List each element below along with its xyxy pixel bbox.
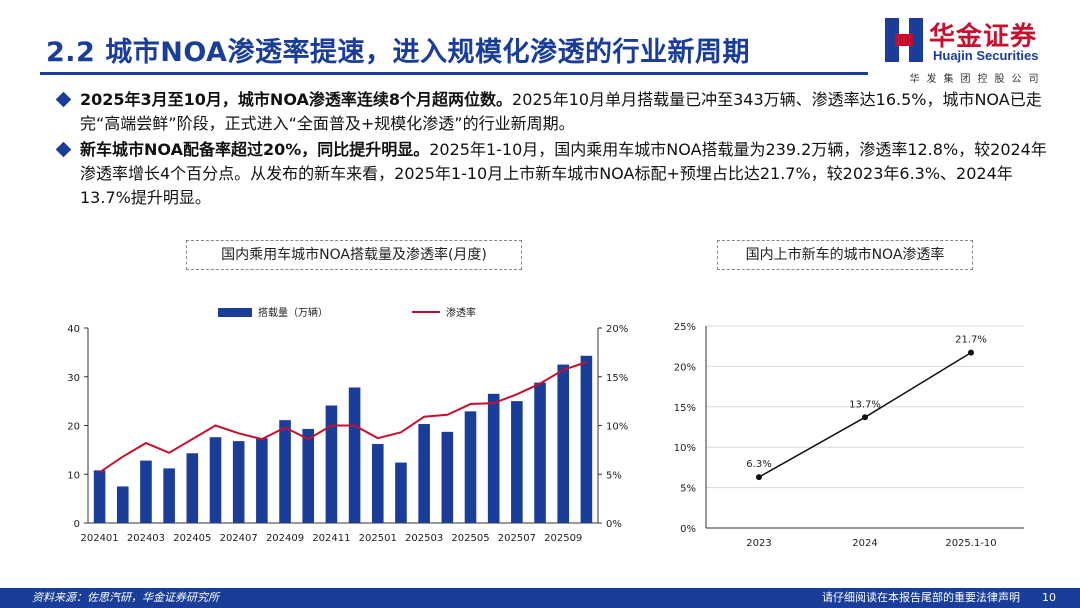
bar	[371, 444, 384, 523]
bar	[116, 486, 129, 523]
bar	[256, 438, 268, 523]
x-tick-label: 202401	[80, 533, 118, 544]
bar	[93, 470, 106, 523]
bullet-item: 新车城市NOA配备率超过20%，同比提升明显。2025年1-10月，国内乘用车城…	[55, 138, 1056, 210]
chart-title-monthly: 国内乘用车城市NOA搭载量及渗透率(月度)	[186, 240, 522, 270]
x-tick-label: 202409	[266, 533, 304, 544]
page-number: 10	[1042, 591, 1056, 604]
bar	[209, 437, 222, 523]
x-tick-label: 202411	[312, 533, 350, 544]
right-y-tick-label: 15%	[606, 373, 628, 384]
data-point	[756, 474, 762, 481]
data-label: 21.7%	[955, 335, 987, 346]
bar	[325, 405, 338, 523]
right-y-tick-label: 20%	[606, 324, 628, 335]
left-y-tick-label: 0	[74, 519, 80, 530]
newcar-noa-line-chart: 0% 5% 10% 15% 20% 25% 6.3% 2023 13.7% 2024 21.7% 20…	[674, 322, 1024, 549]
data-label: 6.3%	[746, 459, 771, 470]
bullet-text: 2025年10月单月搭载量已冲至343万辆、渗透率达16.5%，城市NOA已走完…	[80, 90, 1042, 133]
x-tick-label: 202509	[544, 533, 582, 544]
diamond-bullet-icon	[55, 141, 72, 158]
legend-line-label: 渗透率	[446, 306, 476, 319]
bar	[487, 393, 500, 523]
x-tick-label: 2025.1-10	[945, 538, 996, 549]
right-y-tick-label: 0%	[606, 519, 622, 530]
bar	[186, 453, 199, 523]
y-tick-label: 10%	[674, 443, 696, 454]
x-tick-label: 202405	[173, 533, 211, 544]
legend-bar-swatch	[218, 308, 252, 317]
bar	[580, 355, 593, 523]
x-tick-label: 202501	[359, 533, 397, 544]
bullet-text: 2025年1-10月，国内乘用车城市NOA搭载量为239.2万辆，渗透率12.8…	[80, 140, 1047, 207]
right-y-tick-label: 5%	[606, 470, 622, 481]
bullet-list: 2025年3月至10月，城市NOA渗透率连续8个月超两位数。2025年10月单月…	[55, 88, 1056, 212]
y-tick-label: 25%	[674, 322, 696, 333]
bullet-heading: 新车城市NOA配备率超过20%，同比提升明显。	[80, 140, 430, 159]
bar	[163, 468, 175, 523]
x-tick-label: 202505	[451, 533, 489, 544]
x-tick-label: 202503	[405, 533, 443, 544]
page-title: 2.2 城市NOA渗透率提速，进入规模化渗透的行业新周期	[46, 37, 750, 68]
logo-subtitle: 华发集团控股公司	[909, 74, 1046, 85]
monthly-noa-combo-chart: 0 10 20 30 40 0% 5% 10% 15% 20% 202401 202403 202405…	[67, 306, 628, 544]
bar	[279, 420, 291, 523]
bar	[534, 382, 546, 523]
bar	[140, 460, 152, 523]
bullet-item: 2025年3月至10月，城市NOA渗透率连续8个月超两位数。2025年10月单月…	[55, 88, 1056, 136]
bar	[302, 428, 315, 523]
footer-disclaimer: 请仔细阅读在本报告尾部的重要法律声明	[822, 591, 1020, 604]
bar	[395, 462, 407, 523]
x-tick-label: 202507	[498, 533, 536, 544]
x-tick-label: 202403	[127, 533, 165, 544]
company-logo: 华金证券 Huajin Securities 华发集团控股公司	[885, 14, 1070, 86]
bar	[557, 364, 570, 523]
logo-chinese-name: 华金证券	[929, 22, 1038, 52]
logo-english-name: Huajin Securities	[933, 48, 1039, 63]
left-y-tick-label: 10	[67, 470, 80, 481]
right-y-tick-label: 10%	[606, 422, 628, 433]
bar	[418, 424, 430, 523]
left-y-tick-label: 30	[67, 373, 80, 384]
bar	[441, 431, 454, 523]
x-tick-label: 202407	[220, 533, 258, 544]
left-y-tick-label: 40	[67, 324, 80, 335]
y-tick-label: 20%	[674, 362, 696, 373]
bar	[348, 387, 361, 523]
y-tick-label: 15%	[674, 403, 696, 414]
title-divider	[40, 72, 868, 75]
diamond-bullet-icon	[55, 91, 72, 108]
bullet-heading: 2025年3月至10月，城市NOA渗透率连续8个月超两位数。	[80, 90, 513, 109]
chart-title-newcar: 国内上市新车的城市NOA渗透率	[717, 240, 973, 270]
logo-mark-icon	[885, 18, 923, 62]
data-point	[862, 414, 868, 421]
y-tick-label: 0%	[680, 524, 696, 535]
data-label: 13.7%	[849, 399, 881, 410]
bar	[511, 401, 523, 523]
data-point	[968, 349, 974, 356]
bar	[232, 441, 245, 523]
footer-bar: 资料来源：佐思汽研，华金证券研究所 请仔细阅读在本报告尾部的重要法律声明 10	[0, 588, 1080, 608]
x-tick-label: 2023	[746, 538, 771, 549]
x-tick-label: 2024	[852, 538, 877, 549]
bar	[464, 411, 477, 523]
legend-bar-label: 搭载量（万辆）	[258, 306, 328, 319]
footer-source: 资料来源：佐思汽研，华金证券研究所	[32, 591, 219, 604]
left-y-tick-label: 20	[67, 422, 80, 433]
penetration-line	[99, 361, 587, 474]
y-tick-label: 5%	[680, 484, 696, 495]
